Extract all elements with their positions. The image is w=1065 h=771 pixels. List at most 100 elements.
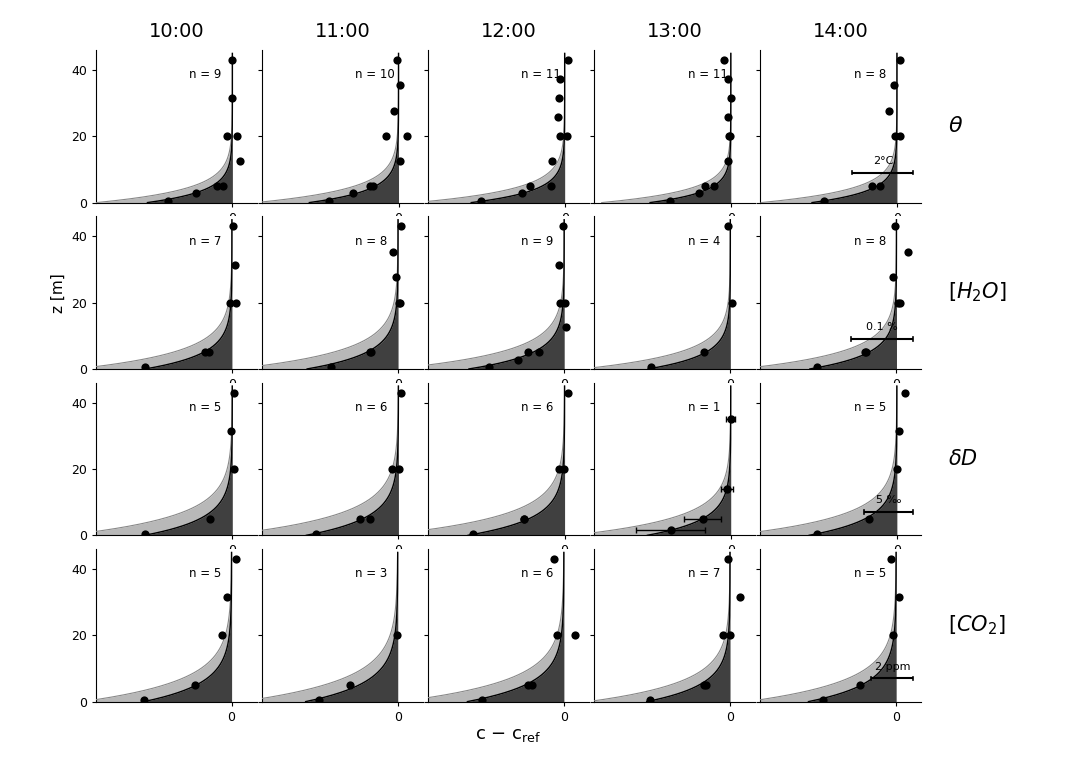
Point [899, 246, 916, 258]
Point [690, 187, 707, 200]
Point [695, 346, 712, 359]
Point [890, 425, 907, 437]
Text: n = 8: n = 8 [854, 69, 886, 82]
Point [473, 195, 490, 207]
Point [323, 361, 340, 373]
Point [857, 346, 874, 359]
Point [851, 679, 868, 692]
Text: 14:00: 14:00 [813, 22, 869, 41]
Point [643, 361, 660, 373]
Point [226, 258, 243, 271]
Point [513, 187, 530, 200]
Point [226, 463, 243, 475]
Text: n = 9: n = 9 [522, 234, 554, 247]
Point [543, 180, 560, 192]
Text: 12:00: 12:00 [480, 22, 537, 41]
Point [886, 130, 903, 143]
Point [556, 463, 573, 475]
Text: 2°C: 2°C [872, 156, 894, 166]
Point [891, 297, 908, 309]
Point [392, 297, 409, 309]
Text: n = 5: n = 5 [190, 401, 222, 414]
Point [209, 180, 226, 192]
Point [364, 180, 381, 192]
Y-axis label: z [m]: z [m] [50, 273, 65, 312]
Point [722, 130, 739, 143]
Point [384, 246, 402, 258]
Text: 2 ppm: 2 ppm [874, 662, 911, 672]
Text: $\theta$: $\theta$ [948, 116, 963, 136]
Text: $[CO_2]$: $[CO_2]$ [948, 614, 1005, 637]
Point [857, 346, 874, 359]
Text: n = 1: n = 1 [688, 401, 720, 414]
Point [228, 130, 245, 143]
Point [719, 111, 736, 123]
Text: 13:00: 13:00 [646, 22, 703, 41]
Point [888, 463, 905, 475]
Point [890, 297, 907, 309]
Text: n = 3: n = 3 [356, 567, 388, 581]
Text: $\delta D$: $\delta D$ [948, 449, 978, 469]
Point [887, 221, 904, 233]
Point [392, 386, 409, 399]
Point [885, 79, 902, 92]
Point [808, 361, 825, 373]
Point [515, 513, 532, 525]
Text: n = 6: n = 6 [522, 567, 554, 581]
Point [386, 105, 403, 117]
Point [361, 513, 378, 525]
Point [389, 629, 406, 641]
Point [391, 297, 408, 309]
Point [341, 679, 358, 692]
Point [524, 679, 541, 692]
Point [215, 180, 232, 192]
Text: 10:00: 10:00 [148, 22, 204, 41]
Point [551, 463, 568, 475]
Point [474, 694, 491, 706]
Point [550, 111, 567, 123]
Text: c $-$ c$_{\rm ref}$: c $-$ c$_{\rm ref}$ [475, 726, 542, 744]
Point [218, 130, 235, 143]
Point [225, 221, 242, 233]
Point [706, 180, 723, 192]
Point [896, 386, 913, 399]
Point [310, 694, 327, 706]
Point [226, 386, 243, 399]
Point [716, 54, 733, 66]
Point [392, 79, 409, 92]
Point [861, 513, 878, 525]
Point [363, 346, 380, 359]
Point [224, 54, 241, 66]
Point [661, 195, 678, 207]
Point [515, 513, 532, 525]
Text: 5 ‰: 5 ‰ [876, 496, 902, 506]
Point [560, 386, 577, 399]
Point [361, 180, 378, 192]
Point [557, 322, 574, 334]
Text: n = 4: n = 4 [688, 234, 720, 247]
Point [881, 105, 898, 117]
Point [321, 195, 338, 207]
Text: n = 7: n = 7 [190, 234, 222, 247]
Point [530, 346, 547, 359]
Point [732, 591, 749, 604]
Point [201, 346, 218, 359]
Point [377, 130, 394, 143]
Point [551, 130, 568, 143]
Point [890, 591, 907, 604]
Point [548, 629, 566, 641]
Point [344, 187, 361, 200]
Point [545, 553, 562, 565]
Point [871, 180, 888, 192]
Point [218, 591, 235, 604]
Point [723, 297, 740, 309]
Point [559, 54, 576, 66]
Point [559, 130, 576, 143]
Point [721, 629, 738, 641]
Point [509, 354, 526, 366]
Point [392, 155, 409, 167]
Point [551, 92, 568, 104]
Point [187, 187, 204, 200]
Point [197, 346, 214, 359]
Text: 0.1 %: 0.1 % [867, 322, 898, 332]
